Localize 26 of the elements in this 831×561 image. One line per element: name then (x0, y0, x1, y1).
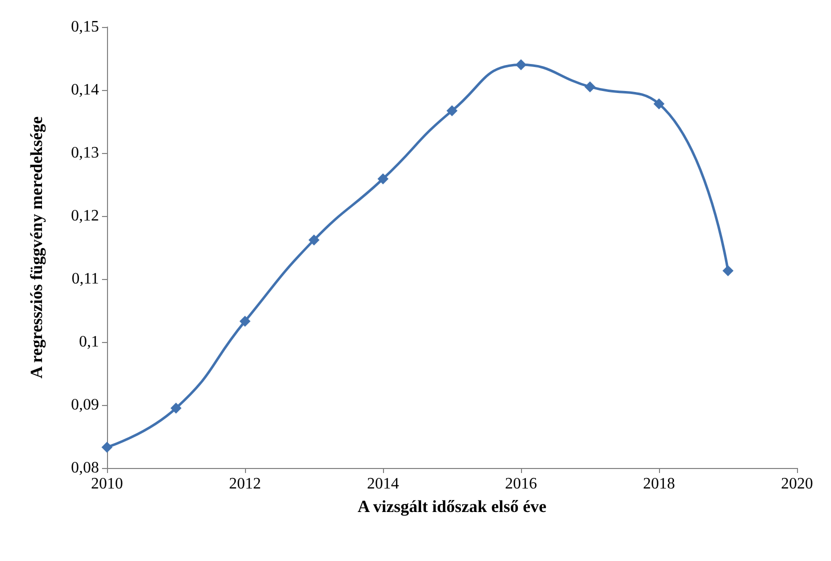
x-tick-label: 2020 (781, 476, 813, 492)
y-tick-label: 0,15 (71, 18, 99, 36)
x-tick-label: 2016 (505, 476, 537, 492)
point (516, 59, 526, 70)
point (584, 81, 596, 92)
x-tick-label: 2010 (91, 476, 123, 492)
y-tick-label: 0,12 (71, 208, 99, 224)
y-tick-label: 0,14 (71, 82, 99, 98)
point (308, 234, 320, 246)
x-axis-title: A vizsgált időszak első éve (358, 497, 547, 516)
y-tick-label: 0,11 (72, 270, 99, 288)
y-tick-label: 0,08 (71, 460, 99, 476)
x-tick-label: 2014 (367, 476, 399, 492)
point (102, 442, 112, 453)
point (240, 316, 250, 327)
x-tick-label: 2012 (229, 476, 261, 492)
point (446, 105, 458, 116)
y-tick-label: 0,13 (71, 144, 99, 162)
y-tick-label: 0,09 (71, 396, 99, 414)
point (722, 265, 734, 276)
y-axis-title: A regressziós függvény meredeksége (27, 116, 46, 379)
point (378, 173, 388, 184)
y-tick-label: 0,1 (79, 334, 99, 350)
point (170, 402, 182, 414)
point (654, 98, 664, 110)
x-tick-label: 2018 (643, 476, 675, 492)
